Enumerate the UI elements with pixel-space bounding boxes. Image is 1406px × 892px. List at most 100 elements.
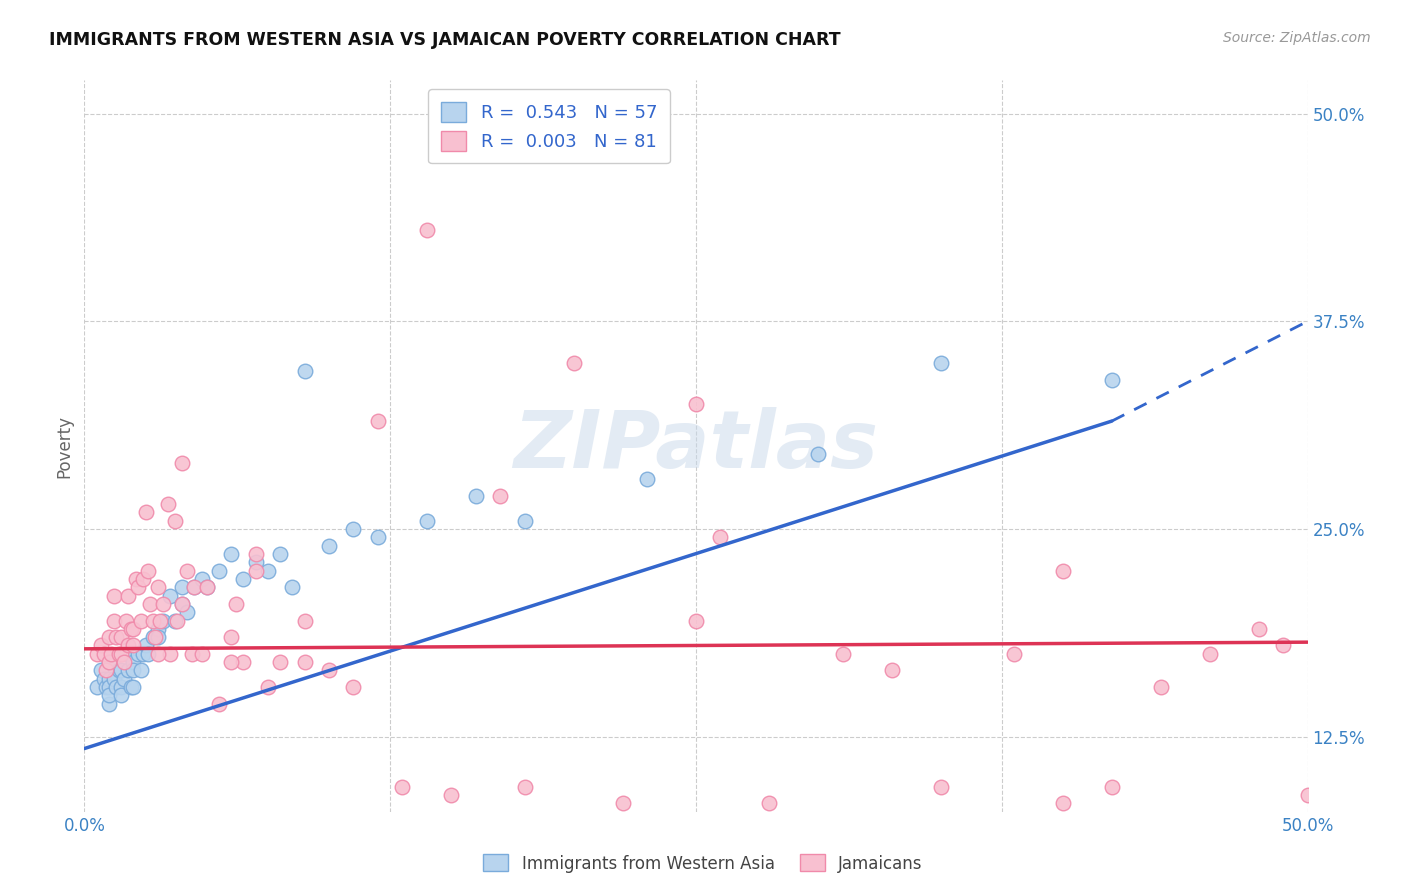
Y-axis label: Poverty: Poverty: [55, 415, 73, 477]
Point: [562, 356, 585, 370]
Point: [142, 630, 165, 644]
Point: [127, 647, 149, 661]
Point: [880, 664, 903, 678]
Point: [122, 639, 145, 653]
Point: [110, 689, 132, 703]
Point: [269, 655, 291, 669]
Point: [929, 356, 952, 370]
Point: [117, 664, 139, 678]
Point: [172, 597, 194, 611]
Point: [105, 680, 128, 694]
Point: [163, 514, 186, 528]
Point: [269, 547, 291, 561]
Point: [758, 797, 780, 811]
Point: [86, 680, 108, 694]
Point: [107, 647, 129, 661]
Point: [685, 397, 707, 411]
Point: [245, 555, 267, 569]
Point: [97, 680, 120, 694]
Point: [90, 664, 112, 678]
Point: [342, 522, 364, 536]
Point: [219, 630, 242, 644]
Point: [117, 639, 139, 653]
Point: [513, 514, 536, 528]
Point: [97, 655, 120, 669]
Point: [152, 614, 174, 628]
Point: [195, 580, 218, 594]
Point: [110, 630, 132, 644]
Point: [191, 572, 214, 586]
Point: [129, 614, 152, 628]
Point: [120, 622, 142, 636]
Point: [464, 489, 486, 503]
Point: [122, 664, 145, 678]
Point: [612, 797, 634, 811]
Point: [685, 614, 707, 628]
Point: [103, 614, 125, 628]
Point: [146, 622, 169, 636]
Point: [110, 664, 132, 678]
Point: [416, 514, 439, 528]
Text: IMMIGRANTS FROM WESTERN ASIA VS JAMAICAN POVERTY CORRELATION CHART: IMMIGRANTS FROM WESTERN ASIA VS JAMAICAN…: [49, 31, 841, 49]
Point: [294, 364, 316, 378]
Point: [1002, 647, 1025, 661]
Point: [115, 614, 138, 628]
Point: [129, 664, 152, 678]
Point: [176, 564, 198, 578]
Point: [257, 564, 280, 578]
Point: [127, 580, 149, 594]
Point: [172, 456, 194, 470]
Point: [146, 647, 169, 661]
Point: [132, 572, 155, 586]
Point: [391, 780, 413, 794]
Point: [1101, 780, 1123, 794]
Point: [232, 572, 254, 586]
Point: [136, 647, 159, 661]
Point: [831, 647, 853, 661]
Point: [245, 564, 267, 578]
Point: [929, 780, 952, 794]
Point: [1272, 639, 1295, 653]
Point: [318, 539, 340, 553]
Point: [143, 630, 166, 644]
Point: [159, 647, 181, 661]
Point: [142, 614, 165, 628]
Text: ZIPatlas: ZIPatlas: [513, 407, 879, 485]
Point: [112, 655, 135, 669]
Point: [191, 647, 214, 661]
Point: [135, 639, 157, 653]
Point: [125, 572, 148, 586]
Point: [807, 447, 830, 461]
Point: [636, 472, 658, 486]
Point: [146, 580, 169, 594]
Point: [1198, 647, 1220, 661]
Point: [183, 580, 205, 594]
Point: [122, 680, 145, 694]
Point: [342, 680, 364, 694]
Point: [294, 614, 316, 628]
Point: [172, 597, 194, 611]
Point: [208, 697, 231, 711]
Point: [97, 630, 120, 644]
Point: [103, 589, 125, 603]
Point: [1247, 622, 1270, 636]
Point: [132, 647, 155, 661]
Point: [1150, 680, 1173, 694]
Point: [86, 647, 108, 661]
Point: [183, 580, 205, 594]
Point: [93, 647, 115, 661]
Point: [93, 672, 115, 686]
Point: [110, 680, 132, 694]
Point: [159, 589, 181, 603]
Point: [120, 680, 142, 694]
Point: [232, 655, 254, 669]
Point: [181, 647, 204, 661]
Point: [225, 597, 247, 611]
Legend: R =  0.543   N = 57, R =  0.003   N = 81: R = 0.543 N = 57, R = 0.003 N = 81: [429, 89, 669, 163]
Point: [149, 614, 172, 628]
Point: [100, 647, 122, 661]
Point: [90, 639, 112, 653]
Point: [156, 497, 179, 511]
Point: [416, 223, 439, 237]
Point: [440, 788, 463, 802]
